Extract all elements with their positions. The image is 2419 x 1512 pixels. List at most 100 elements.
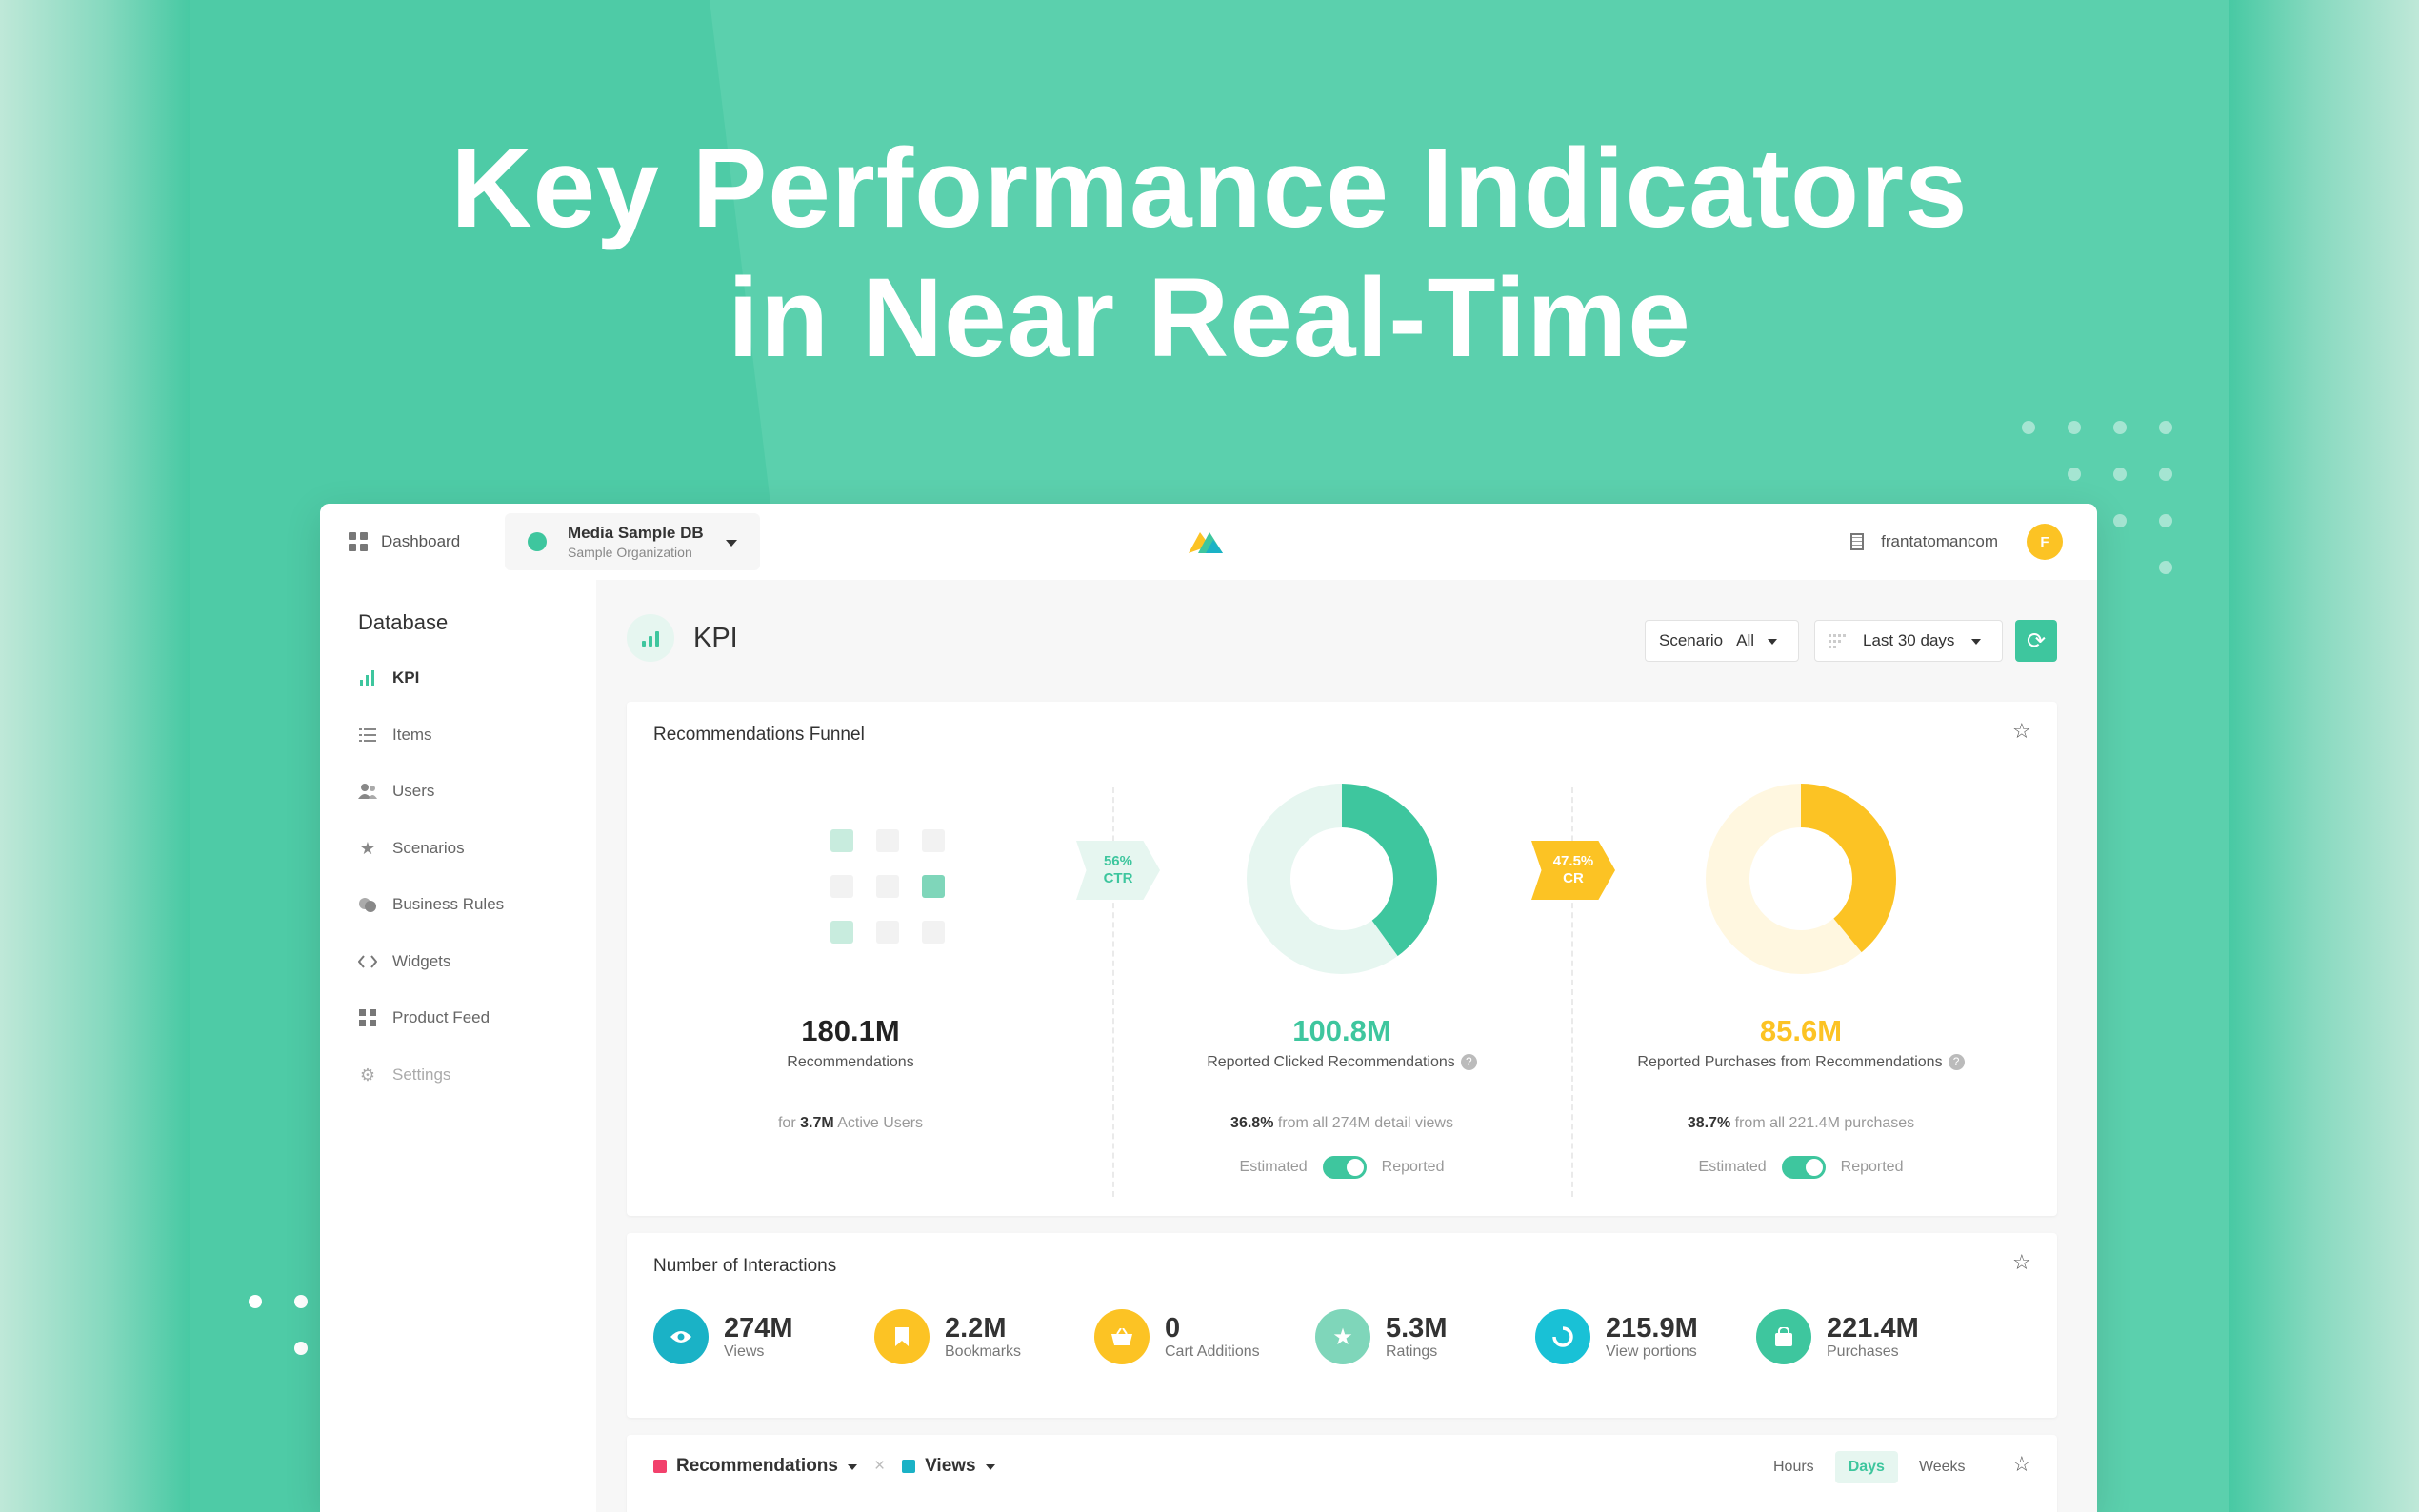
- user-name: frantatomancom: [1881, 532, 1998, 550]
- eye-icon: [653, 1309, 709, 1364]
- clicked-percent: 36.8%: [1230, 1115, 1274, 1131]
- sidebar-item-widgets[interactable]: Widgets: [358, 947, 450, 976]
- sidebar-item-users[interactable]: Users: [358, 777, 434, 806]
- date-range-value: Last 30 days: [1863, 631, 1955, 649]
- user-menu[interactable]: frantatomancom F: [1850, 504, 2063, 580]
- clicked-value: 100.8M: [1292, 1014, 1391, 1047]
- interactions-card: Number of Interactions ☆ 274M Views 2.2M B…: [627, 1233, 2057, 1418]
- clicked-note: 36.8% from all 274M detail views: [1230, 1115, 1453, 1131]
- ctr-value: 56%: [1103, 853, 1132, 869]
- interaction-label: Ratings: [1386, 1343, 1438, 1360]
- sidebar-item-business-rules[interactable]: Business Rules: [358, 890, 504, 919]
- organization-name: Sample Organization: [568, 545, 692, 560]
- clicked-label: Reported Clicked Recommendations?: [1118, 1054, 1566, 1071]
- refresh-button[interactable]: ⟳: [2015, 620, 2057, 662]
- purchases-percent: 38.7%: [1687, 1115, 1731, 1131]
- clicked-estimate-toggle-row: Estimated Reported: [1118, 1156, 1566, 1179]
- page-title: KPI: [693, 622, 738, 653]
- ctr-label: CTR: [1103, 870, 1133, 886]
- timeline-card: Recommendations × Views Hours Days Weeks…: [627, 1435, 2057, 1512]
- database-selector[interactable]: Media Sample DB Sample Organization: [505, 513, 760, 570]
- chevron-down-icon[interactable]: [985, 1463, 995, 1475]
- interaction-purchases: 221.4M Purchases: [1756, 1309, 1919, 1364]
- favorite-star-icon[interactable]: ☆: [2012, 1452, 2031, 1476]
- granularity-days[interactable]: Days: [1834, 1451, 1898, 1483]
- series-2-select[interactable]: Views: [925, 1456, 976, 1476]
- sidebar-item-settings[interactable]: ⚙ Settings: [358, 1061, 451, 1089]
- grid-icon: [358, 1008, 377, 1027]
- toggle-right-label: Reported: [1381, 1159, 1445, 1175]
- dashboard-link[interactable]: Dashboard: [349, 504, 460, 580]
- purchases-note: 38.7% from all 221.4M purchases: [1687, 1115, 1915, 1131]
- toggle-right-label: Reported: [1840, 1159, 1904, 1175]
- favorite-star-icon[interactable]: ☆: [2012, 719, 2031, 743]
- clicked-donut-chart: [1247, 784, 1437, 974]
- purchases-donut-arc: [1706, 784, 1896, 974]
- interaction-label: Views: [724, 1343, 765, 1360]
- interaction-value: 221.4M: [1827, 1313, 1919, 1343]
- estimated-reported-toggle[interactable]: [1322, 1156, 1367, 1179]
- granularity-hours[interactable]: Hours: [1773, 1459, 1814, 1475]
- help-icon[interactable]: ?: [1948, 1054, 1965, 1071]
- interaction-label: Bookmarks: [945, 1343, 1022, 1360]
- toggle-left-label: Estimated: [1239, 1159, 1308, 1175]
- granularity-toggle: Hours Days Weeks: [1760, 1450, 1979, 1484]
- interaction-label: View portions: [1606, 1343, 1697, 1360]
- active-users-value: 3.7M: [800, 1115, 834, 1131]
- sidebar-item-label: Users: [392, 782, 435, 800]
- sidebar-item-label: Scenarios: [392, 839, 465, 857]
- top-bar: Dashboard Media Sample DB Sample Organiz…: [320, 504, 2097, 581]
- interaction-views: 274M Views: [653, 1309, 793, 1364]
- app-window: Dashboard Media Sample DB Sample Organiz…: [320, 504, 2097, 1512]
- brand-logo-icon[interactable]: [1185, 525, 1227, 559]
- bookmark-icon: [874, 1309, 930, 1364]
- clicked-donut-arc: [1247, 784, 1437, 974]
- interaction-value: 0: [1165, 1313, 1181, 1343]
- sidebar-item-label: KPI: [392, 668, 420, 686]
- date-range-select[interactable]: Last 30 days: [1814, 620, 2003, 662]
- purchases-value: 85.6M: [1759, 1014, 1843, 1047]
- sidebar-item-kpi[interactable]: KPI: [358, 664, 419, 692]
- interaction-value: 215.9M: [1606, 1313, 1698, 1343]
- series-color-swatch: [653, 1460, 667, 1473]
- main-content: KPI Scenario All Last 30 days ⟳ Recommen…: [596, 580, 2097, 1512]
- sidebar-item-label: Product Feed: [392, 1008, 490, 1026]
- funnel-divider: [1571, 787, 1573, 1197]
- interactions-title: Number of Interactions: [653, 1256, 837, 1276]
- sidebar-item-items[interactable]: Items: [358, 721, 432, 749]
- help-icon[interactable]: ?: [1460, 1054, 1477, 1071]
- chevron-down-icon[interactable]: [847, 1463, 857, 1475]
- interaction-bookmarks: 2.2M Bookmarks: [874, 1309, 1021, 1364]
- list-icon: [358, 726, 377, 745]
- gear-icon: ⚙: [359, 1064, 376, 1084]
- funnel-title: Recommendations Funnel: [653, 725, 865, 745]
- avatar[interactable]: F: [2027, 524, 2063, 560]
- chevron-down-icon: [726, 540, 737, 552]
- portion-icon: [1535, 1309, 1590, 1364]
- series-1-select[interactable]: Recommendations: [676, 1456, 838, 1476]
- sidebar-item-product-feed[interactable]: Product Feed: [358, 1004, 490, 1032]
- interaction-value: 5.3M: [1386, 1313, 1448, 1343]
- interaction-ratings: ★ 5.3M Ratings: [1315, 1309, 1447, 1364]
- ctr-badge: 56% CTR: [1076, 841, 1160, 900]
- kpi-icon: [627, 614, 674, 662]
- dashboard-grid-icon: [349, 532, 368, 551]
- dashboard-label: Dashboard: [381, 532, 461, 550]
- remove-series-icon[interactable]: ×: [873, 1456, 886, 1476]
- interaction-view-portions: 215.9M View portions: [1535, 1309, 1698, 1364]
- sidebar-item-label: Settings: [392, 1065, 451, 1084]
- funnel-card: Recommendations Funnel ☆ 180.1M Recommen…: [627, 702, 2057, 1216]
- scenario-select[interactable]: Scenario All: [1645, 620, 1799, 662]
- sidebar-item-scenarios[interactable]: ★ Scenarios: [358, 834, 465, 863]
- hero-line-2: in Near Real-Time: [728, 255, 1691, 381]
- sidebar-item-label: Business Rules: [392, 895, 505, 913]
- purchases-donut-chart: [1706, 784, 1896, 974]
- interaction-cart-additions: 0 Cart Additions: [1094, 1309, 1260, 1364]
- interaction-label: Purchases: [1827, 1343, 1899, 1360]
- favorite-star-icon[interactable]: ☆: [2012, 1250, 2031, 1274]
- purchases-estimate-toggle-row: Estimated Reported: [1577, 1156, 2025, 1179]
- interaction-value: 274M: [724, 1313, 793, 1343]
- funnel-divider: [1112, 787, 1114, 1197]
- estimated-reported-toggle[interactable]: [1781, 1156, 1826, 1179]
- granularity-weeks[interactable]: Weeks: [1918, 1459, 1966, 1475]
